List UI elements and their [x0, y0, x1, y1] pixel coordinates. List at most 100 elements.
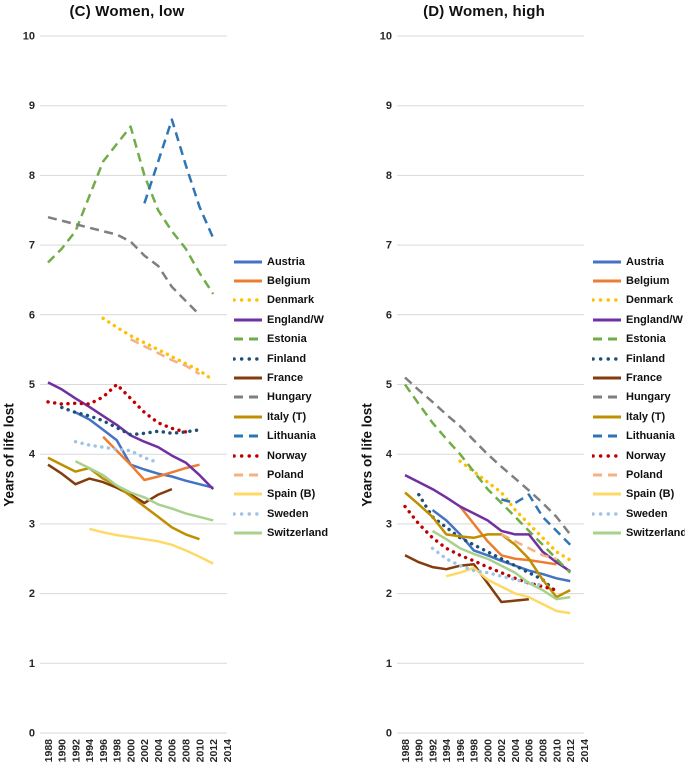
- series-england-w: [404, 473, 571, 573]
- legend-item: Belgium: [592, 271, 685, 290]
- y-tick-label: 5: [29, 379, 35, 391]
- legend-item: Estonia: [592, 330, 685, 349]
- series-austria: [431, 509, 571, 583]
- legend-label: France: [267, 372, 304, 385]
- legend-item: Hungary: [233, 388, 341, 407]
- chart-title: (D) Women, high: [423, 3, 545, 20]
- x-tick-label: 2002: [496, 739, 508, 763]
- y-tick-label: 8: [386, 170, 392, 182]
- legend-item: Austria: [233, 252, 341, 271]
- series-belgium: [102, 435, 200, 482]
- y-axis-label: Years of life lost: [1, 403, 17, 507]
- x-tick-label: 2006: [167, 739, 179, 763]
- series-finland: [60, 405, 202, 437]
- series-france: [47, 463, 173, 505]
- y-tick-label: 8: [29, 170, 35, 182]
- legend-swatch: [593, 395, 621, 399]
- x-tick-label: 1992: [427, 739, 439, 763]
- legend-swatch: [593, 434, 621, 438]
- legend-swatch: [593, 279, 621, 283]
- x-tick-label: 1990: [414, 739, 426, 763]
- y-tick-label: 2: [29, 588, 35, 600]
- legend-label: Switzerland: [267, 527, 329, 540]
- x-tick-labels: 1988 1990 1992 1994 1996 1998 2000 2002 2004 2006…: [400, 739, 591, 763]
- y-tick-label: 3: [29, 518, 35, 530]
- gridlines: [397, 35, 584, 734]
- legend-label: Italy (T): [626, 410, 666, 423]
- legend-swatch: [593, 415, 621, 419]
- legend-swatch: [593, 260, 621, 264]
- legend-label: Sweden: [267, 507, 309, 520]
- legend-label: Norway: [626, 449, 666, 462]
- legend-item: Austria: [592, 252, 685, 271]
- legend-item: Switzerland: [233, 523, 341, 542]
- legend-item: Belgium: [233, 271, 341, 290]
- legend-item: Sweden: [233, 504, 341, 523]
- legend-label: Estonia: [267, 333, 307, 346]
- legend-item: Sweden: [592, 504, 685, 523]
- x-tick-label: 1994: [441, 739, 453, 763]
- y-tick-label: 3: [386, 518, 392, 530]
- legend-swatch: [233, 512, 263, 516]
- legend-label: Poland: [267, 468, 304, 481]
- legend-label: Spain (B): [267, 488, 316, 501]
- series-spain-b: [88, 527, 214, 565]
- y-tick-label: 10: [380, 31, 392, 43]
- x-tick-label: 2014: [222, 739, 234, 763]
- series-switzerland: [431, 529, 571, 601]
- series-lithuania: [501, 493, 572, 546]
- legend-label: Estonia: [626, 333, 666, 346]
- chart-title: (C) Women, low: [69, 3, 185, 20]
- x-tick-label: 1998: [469, 739, 481, 763]
- legend-label: Austria: [626, 255, 664, 268]
- legend-item: Norway: [592, 446, 685, 465]
- legend-item: Estonia: [233, 330, 341, 349]
- legend-item: Italy (T): [233, 407, 341, 426]
- x-tick-label: 2002: [139, 739, 151, 763]
- legend-swatch: [234, 395, 262, 399]
- series-italy-t: [47, 456, 200, 541]
- series-switzerland: [74, 460, 214, 522]
- legend-item: Switzerland: [592, 523, 685, 542]
- x-tick-label: 1996: [455, 739, 467, 763]
- legend-swatch: [234, 434, 262, 438]
- legend-label: England/W: [626, 313, 683, 326]
- legend-swatch: [592, 356, 622, 361]
- legend-item: France: [233, 368, 341, 387]
- series-sweden: [73, 440, 160, 465]
- legend-item: Lithuania: [592, 427, 685, 446]
- legend-swatch: [592, 453, 622, 458]
- legend-swatch: [234, 318, 262, 322]
- legend-label: Italy (T): [267, 410, 307, 423]
- series-lithuania: [143, 118, 215, 239]
- legend-swatch: [234, 376, 262, 380]
- y-tick-label: 6: [386, 309, 392, 321]
- y-axis-label: Years of life lost: [359, 403, 375, 507]
- y-tick-labels: 0 1 2 3 4 5 6 7 8 9 10: [23, 31, 36, 740]
- y-tick-label: 7: [29, 240, 35, 252]
- legend-item: Norway: [233, 446, 341, 465]
- x-tick-label: 2008: [180, 739, 192, 763]
- legend-item: Denmark: [592, 291, 685, 310]
- legend-swatch: [234, 260, 262, 264]
- legend-label: Lithuania: [267, 430, 316, 443]
- series-norway: [403, 504, 559, 592]
- legend: Austria Belgium Denmark England/W Estonia Fin…: [233, 252, 341, 543]
- y-tick-label: 4: [386, 449, 393, 461]
- y-tick-label: 9: [386, 100, 392, 112]
- x-tick-label: 2008: [537, 739, 549, 763]
- legend-label: Lithuania: [626, 430, 675, 443]
- legend-label: Belgium: [626, 275, 670, 288]
- legend-swatch: [592, 298, 622, 303]
- legend-label: Spain (B): [626, 488, 675, 501]
- x-tick-label: 2006: [524, 739, 536, 763]
- y-tick-labels: 0 1 2 3 4 5 6 7 8 9 10: [380, 31, 393, 740]
- legend: Austria Belgium Denmark England/W Estonia Fin…: [592, 252, 685, 543]
- x-tick-label: 1996: [98, 739, 110, 763]
- legend-swatch: [234, 473, 262, 477]
- series-poland: [500, 533, 557, 561]
- legend-label: England/W: [267, 313, 324, 326]
- legend-item: Poland: [592, 465, 685, 484]
- legend-swatch: [234, 415, 262, 419]
